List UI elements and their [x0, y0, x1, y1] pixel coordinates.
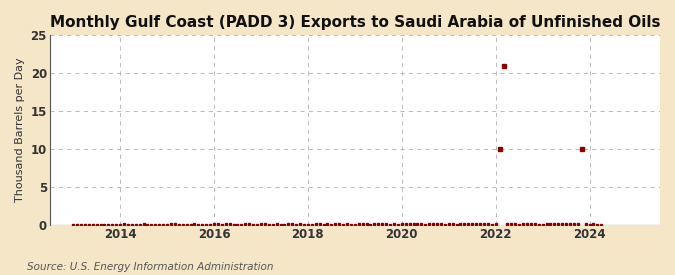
Title: Monthly Gulf Coast (PADD 3) Exports to Saudi Arabia of Unfinished Oils: Monthly Gulf Coast (PADD 3) Exports to S… — [49, 15, 660, 30]
Text: Source: U.S. Energy Information Administration: Source: U.S. Energy Information Administ… — [27, 262, 273, 272]
Y-axis label: Thousand Barrels per Day: Thousand Barrels per Day — [15, 58, 25, 202]
